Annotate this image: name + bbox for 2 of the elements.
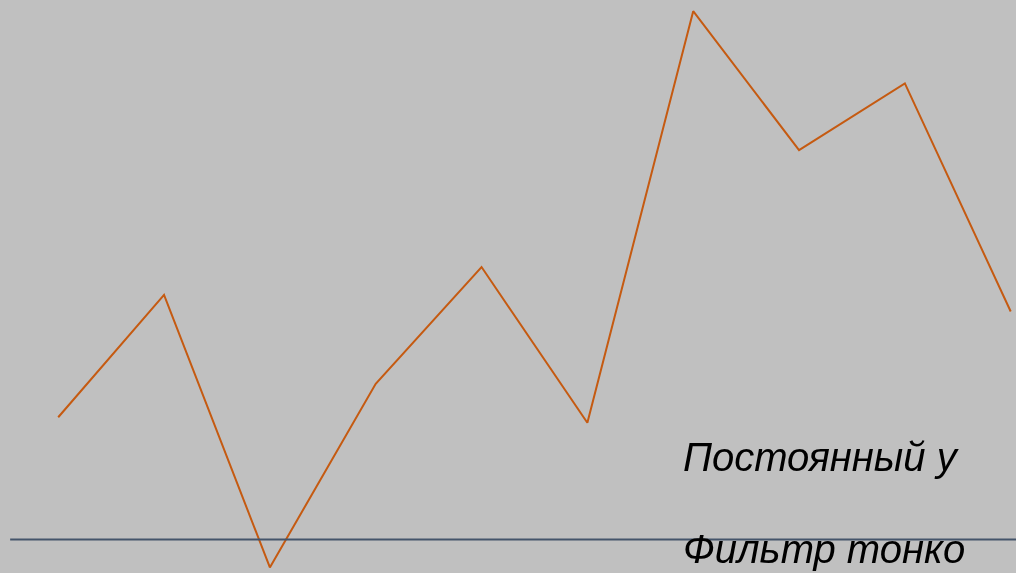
annotation: Фильтр тонко bbox=[683, 527, 966, 571]
annotation: Постоянный у bbox=[683, 435, 960, 479]
